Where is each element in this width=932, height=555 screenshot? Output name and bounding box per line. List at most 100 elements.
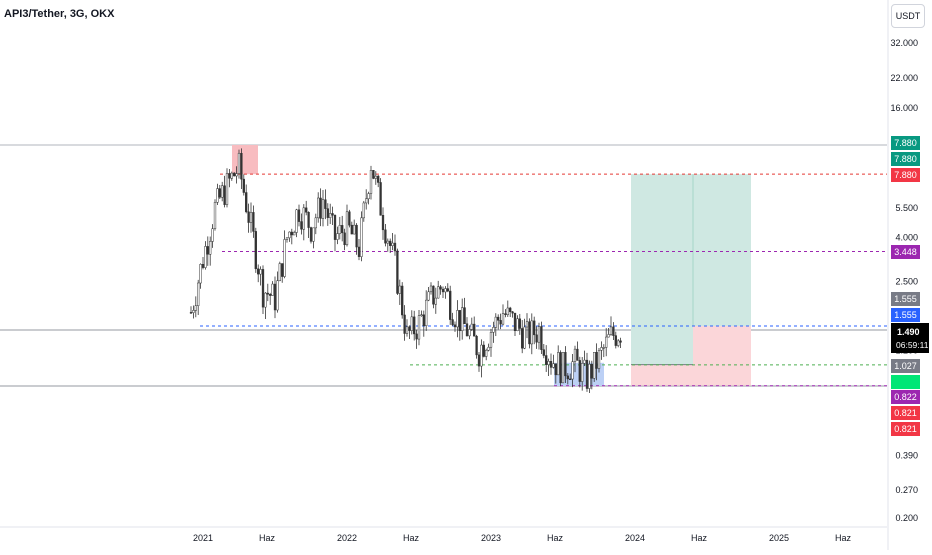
candle-body bbox=[384, 229, 387, 244]
candle-body bbox=[612, 326, 615, 336]
candle-body bbox=[557, 352, 560, 376]
candle-body bbox=[425, 299, 428, 326]
price-badge-label: 1.555 bbox=[894, 310, 917, 320]
candle-body bbox=[614, 335, 617, 346]
candle-body bbox=[391, 242, 394, 246]
price-badge[interactable]: 1.027 bbox=[891, 359, 920, 373]
candle-body bbox=[240, 152, 243, 180]
candle-body bbox=[209, 241, 212, 255]
y-tick-label: 0.200 bbox=[895, 513, 918, 523]
candle-body bbox=[523, 326, 526, 349]
price-badge-bg bbox=[891, 292, 920, 306]
price-badge[interactable]: 1.555 bbox=[891, 292, 920, 306]
candle-body bbox=[477, 354, 481, 367]
symbol-title: API3/Tether, 3G, OKX bbox=[4, 8, 115, 20]
candle-body bbox=[410, 316, 413, 331]
candle-body bbox=[369, 170, 373, 194]
price-badge[interactable]: 3.448 bbox=[891, 245, 920, 259]
candle-body bbox=[607, 334, 610, 338]
price-badge-bg bbox=[891, 308, 920, 322]
price-badge-label: 0.822 bbox=[894, 392, 917, 402]
current-price-badge[interactable]: 1.490 06:59:11 bbox=[891, 323, 929, 353]
x-tick-label: 2021 bbox=[193, 533, 213, 543]
candle-body bbox=[285, 237, 289, 240]
candle-body bbox=[281, 263, 284, 277]
candle-body bbox=[468, 329, 471, 337]
price-badge-label: 7.880 bbox=[894, 170, 917, 180]
currency-button[interactable]: USDT bbox=[891, 4, 925, 28]
x-tick-label: Haz bbox=[547, 533, 564, 543]
price-badge-bg bbox=[891, 152, 920, 166]
price-badge[interactable]: 0.821 bbox=[891, 406, 920, 420]
candle-body bbox=[266, 292, 269, 295]
candle-body bbox=[271, 283, 274, 296]
candle-body bbox=[499, 320, 502, 325]
y-tick-label: 4.000 bbox=[895, 233, 918, 243]
candle-body bbox=[537, 326, 541, 343]
candle-body bbox=[422, 314, 425, 326]
price-badge-label: 7.880 bbox=[894, 138, 917, 148]
candle-body bbox=[482, 344, 485, 357]
price-badge[interactable]: 0.821 bbox=[891, 422, 920, 436]
price-badge[interactable]: 1.555 bbox=[891, 308, 920, 322]
candle-body bbox=[429, 285, 433, 293]
candle-body bbox=[201, 264, 205, 268]
candle-body bbox=[317, 197, 320, 219]
x-tick-label: Haz bbox=[259, 533, 276, 543]
candle-body bbox=[326, 208, 329, 218]
rr-loss-zone-2[interactable] bbox=[693, 326, 751, 386]
candle-body bbox=[367, 193, 370, 200]
candle-body bbox=[513, 312, 517, 331]
candle-body bbox=[237, 152, 241, 174]
candle-body bbox=[257, 268, 260, 275]
candle-body bbox=[463, 307, 466, 324]
candle-body bbox=[437, 286, 440, 299]
x-tick-label: Haz bbox=[403, 533, 420, 543]
candle-body bbox=[569, 378, 572, 380]
candle-body bbox=[379, 182, 382, 216]
candle-body bbox=[302, 207, 305, 230]
price-badge-green[interactable] bbox=[891, 375, 920, 389]
price-badge-label: 3.448 bbox=[894, 247, 917, 257]
price-badge[interactable]: 7.880 bbox=[891, 168, 920, 182]
candle-body bbox=[516, 318, 519, 331]
candle-body bbox=[381, 215, 385, 231]
candle-body bbox=[345, 211, 349, 246]
candle-body bbox=[362, 202, 365, 219]
rr-loss-zone[interactable] bbox=[631, 364, 693, 386]
y-tick-label: 32.000 bbox=[890, 38, 918, 48]
candle-body bbox=[605, 336, 608, 348]
candle-body bbox=[216, 188, 219, 203]
price-badge[interactable]: 0.822 bbox=[891, 390, 920, 404]
price-badge[interactable]: 7.880 bbox=[891, 152, 920, 166]
candle-body bbox=[617, 340, 620, 346]
candle-body bbox=[197, 282, 200, 307]
candle-body bbox=[453, 324, 457, 328]
top-highlight-box[interactable] bbox=[232, 145, 258, 175]
candle-body bbox=[581, 363, 584, 382]
candle-body bbox=[254, 231, 257, 270]
candle-body bbox=[408, 326, 411, 331]
price-badge[interactable]: 7.880 bbox=[891, 136, 920, 150]
candle-body bbox=[473, 323, 476, 337]
candle-body bbox=[297, 209, 301, 222]
candle-body bbox=[194, 305, 197, 311]
candle-body bbox=[509, 307, 512, 313]
candle-body bbox=[204, 246, 207, 268]
candle-body bbox=[600, 347, 603, 351]
candle-body bbox=[552, 363, 555, 368]
candle-body bbox=[252, 212, 255, 232]
price-badge-bg bbox=[891, 359, 920, 373]
candle-body bbox=[415, 333, 418, 340]
candle-body bbox=[321, 199, 325, 219]
candle-body bbox=[218, 188, 221, 198]
candle-body bbox=[307, 211, 310, 228]
candle-body bbox=[470, 323, 473, 330]
candle-body bbox=[506, 307, 509, 315]
candle-body bbox=[403, 314, 406, 334]
price-badge-bg bbox=[891, 390, 920, 404]
candle-body bbox=[439, 286, 442, 290]
candle-body bbox=[530, 320, 533, 345]
